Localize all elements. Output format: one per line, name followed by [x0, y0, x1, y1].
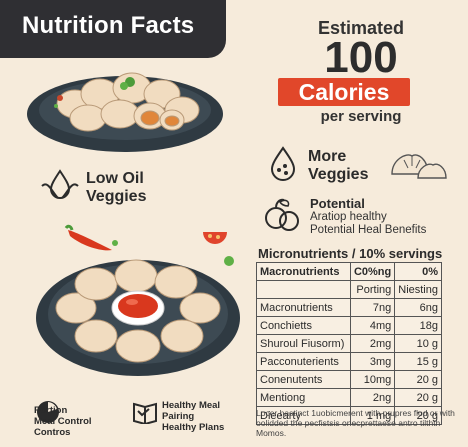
more-veggies-line2: Veggies: [308, 166, 369, 183]
table-row: Dieearty 1 mg 20 g: [256, 406, 442, 425]
calories-unit: Calories: [298, 79, 390, 105]
low-oil-feature: Low Oil Veggies: [86, 170, 146, 206]
nutrient-name: Conenutents: [256, 370, 351, 389]
nutrient-value-b: 18g: [394, 316, 442, 335]
healthy-line2: Pairing: [162, 411, 195, 422]
calorie-value: 100: [324, 33, 398, 82]
micronutrients-table: Macronutrients C0%ng 0% Porting Niesting…: [256, 262, 442, 425]
nutrient-value-a: 3mg: [349, 352, 396, 371]
potential-title: Potential: [310, 196, 365, 211]
nutrient-name: Dieearty: [256, 406, 351, 425]
table-row: Conenutents 10mg 20 g: [256, 370, 442, 389]
calories-badge: [278, 78, 410, 106]
more-veggies-line1: More: [308, 148, 347, 165]
nutrient-value-b: 10 g: [394, 334, 442, 353]
momo-plate-with-sauce-illustration: [36, 259, 240, 376]
table-row: Porting Niesting: [256, 280, 442, 299]
nutrient-value-b: Niesting: [394, 280, 442, 299]
fruit-icon: [265, 198, 299, 231]
table-row: Shuroul Fiusorm) 2mg 10 g: [256, 334, 442, 353]
nutrient-value-a: 4mg: [349, 316, 396, 335]
table-row: Pacconuterients 3mg 15 g: [256, 352, 442, 371]
nutrient-value-a: Porting: [349, 280, 396, 299]
nutrient-value-b: 6ng: [394, 298, 442, 317]
tomato-slice-icon: [203, 232, 227, 244]
nutrient-value-a: 1 mg: [349, 406, 396, 425]
portion-line1: Portion: [34, 405, 68, 416]
portion-line2: Meal Control: [34, 416, 92, 427]
healthy-line3: Healthy Plans: [162, 422, 225, 433]
dumpling-sketch-icon: [391, 154, 447, 179]
nutrient-name: Macronutrients: [256, 298, 351, 317]
book-icon: [133, 402, 157, 424]
vegetable-drop-icon: [270, 146, 296, 181]
page-title: Nutrition Facts: [22, 12, 195, 39]
nutrient-value-b: 20 g: [394, 370, 442, 389]
healthy-meal-label: Healthy Meal Pairing Healthy Plans: [162, 400, 224, 433]
nutrient-value-b: 15 g: [394, 352, 442, 371]
nutrient-name: Mentiong: [256, 388, 351, 407]
per-serving-label: per serving: [320, 108, 402, 125]
portion-icon: [37, 401, 59, 423]
potential-line2: Potential Heal Benefits: [310, 224, 427, 236]
low-oil-line1: Low Oil: [86, 170, 144, 187]
nutrient-value-b: 20 g: [394, 406, 442, 425]
nutrient-value-a: 2mg: [349, 334, 396, 353]
nutrient-value-a: 10mg: [349, 370, 396, 389]
nutrient-name: [256, 280, 351, 299]
table-row: Macronutrients 7ng 6ng: [256, 298, 442, 317]
footnote-text: Locer hastinct 1uobicmerent with prupres…: [256, 408, 455, 438]
low-oil-line2: Veggies: [86, 188, 147, 205]
nutrient-value-a: 7ng: [349, 298, 396, 317]
healthy-line1: Healthy Meal: [162, 400, 221, 411]
nutrient-value-b: 20 g: [394, 388, 442, 407]
pea-icon-small: [112, 240, 118, 246]
nutrient-name: Shuroul Fiusorm): [256, 334, 351, 353]
micronutrients-title: Micronutrients / 10% servings: [258, 246, 443, 261]
table-header-row: Macronutrients C0%ng 0%: [256, 262, 442, 281]
top-momo-plate-illustration: [27, 72, 223, 152]
portion-line3: Contros: [34, 427, 71, 438]
table-header: C0%ng: [349, 262, 396, 281]
table-row: Mentiong 2ng 20 g: [256, 388, 442, 407]
table-header: 0%: [394, 262, 442, 281]
potential-feature: Potential Aratiop healthy Potential Heal…: [310, 196, 426, 237]
title-banner: [0, 0, 226, 58]
pea-icon: [224, 256, 234, 266]
more-veggies-feature: More Veggies: [308, 148, 368, 184]
chili-pepper-icon: [64, 224, 112, 251]
estimated-label: Estimated: [317, 18, 405, 38]
portion-control-label: Portion Meal Control Contros: [34, 405, 92, 438]
table-row: Conchietts 4mg 18g: [256, 316, 442, 335]
potential-line1: Aratiop healthy: [310, 211, 387, 223]
nutrient-name: Pacconuterients: [256, 352, 351, 371]
table-header: Macronutrients: [256, 262, 351, 281]
nutrient-value-a: 2ng: [349, 388, 396, 407]
oil-drop-icon: [41, 169, 79, 199]
nutrient-name: Conchietts: [256, 316, 351, 335]
